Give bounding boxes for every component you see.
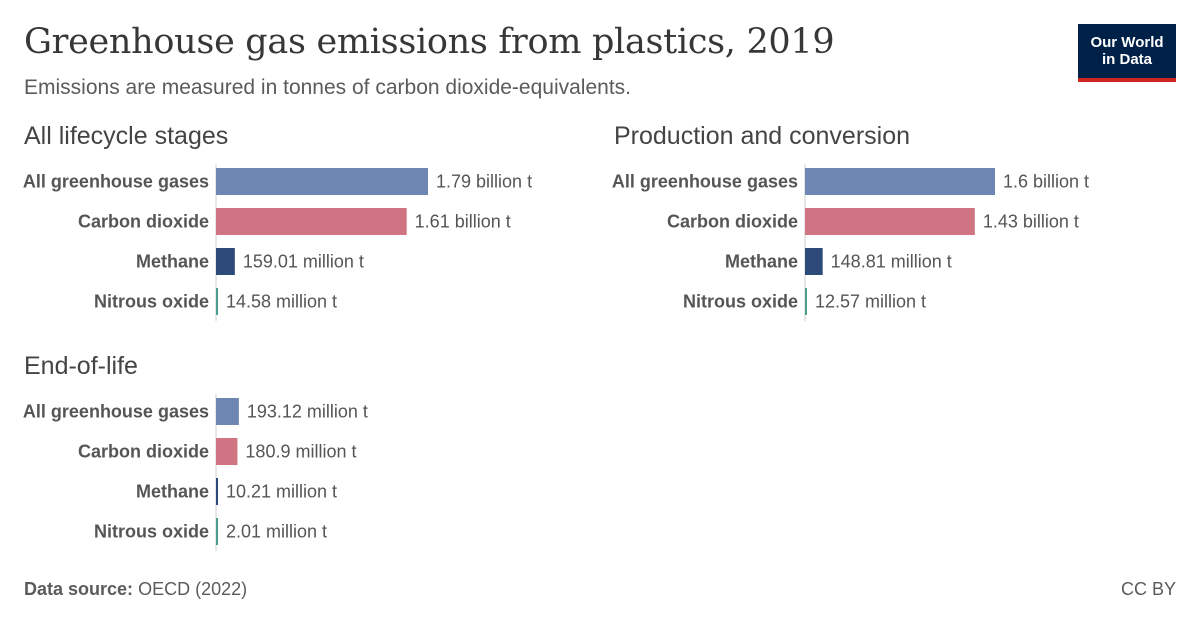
value-label-nitrous-oxide: 12.57 million t [815, 292, 926, 312]
category-label-carbon-dioxide: Carbon dioxide [667, 212, 798, 232]
value-label-methane: 148.81 million t [831, 252, 952, 272]
bar-carbon-dioxide[interactable] [805, 208, 975, 235]
bar-methane[interactable] [216, 478, 218, 505]
category-label-all-greenhouse-gases: All greenhouse gases [23, 172, 209, 192]
value-label-carbon-dioxide: 1.43 billion t [983, 212, 1079, 232]
category-label-nitrous-oxide: Nitrous oxide [683, 292, 798, 312]
chart-subtitle: Emissions are measured in tonnes of carb… [24, 76, 632, 99]
chart-production: All greenhouse gases 1.6 billion t Carbon … [612, 164, 1089, 321]
data-source-value[interactable]: OECD (2022) [138, 579, 248, 599]
value-label-carbon-dioxide: 180.9 million t [245, 442, 356, 462]
value-label-all-greenhouse-gases: 193.12 million t [247, 402, 368, 422]
panel-title-end-of-life: End-of-life [24, 352, 138, 380]
category-label-all-greenhouse-gases: All greenhouse gases [612, 172, 798, 192]
value-label-nitrous-oxide: 14.58 million t [226, 292, 337, 312]
panel-title-production: Production and conversion [614, 122, 911, 150]
bar-all-greenhouse-gases[interactable] [805, 168, 995, 195]
bar-carbon-dioxide[interactable] [216, 438, 238, 465]
category-label-carbon-dioxide: Carbon dioxide [78, 442, 209, 462]
chart-all-lifecycle: All greenhouse gases 1.79 billion t Carbon… [23, 164, 532, 321]
category-label-nitrous-oxide: Nitrous oxide [94, 292, 209, 312]
bar-carbon-dioxide[interactable] [216, 208, 407, 235]
chart-end-of-life: All greenhouse gases 193.12 million t Carb… [23, 394, 368, 551]
bar-nitrous-oxide[interactable] [805, 288, 807, 315]
value-label-carbon-dioxide: 1.61 billion t [415, 212, 511, 232]
value-label-nitrous-oxide: 2.01 million t [226, 522, 327, 542]
category-label-all-greenhouse-gases: All greenhouse gases [23, 402, 209, 422]
bar-all-greenhouse-gases[interactable] [216, 168, 428, 195]
bar-nitrous-oxide[interactable] [216, 518, 218, 545]
bar-methane[interactable] [805, 248, 823, 275]
license-link[interactable]: CC BY [1120, 579, 1176, 599]
value-label-all-greenhouse-gases: 1.6 billion t [1003, 172, 1089, 192]
category-label-methane: Methane [136, 252, 209, 272]
owid-logo[interactable]: Our World in Data [1078, 24, 1176, 82]
data-source-label: Data source: [24, 579, 134, 599]
category-label-methane: Methane [725, 252, 798, 272]
value-label-all-greenhouse-gases: 1.79 billion t [436, 172, 532, 192]
logo-line-1: Our World [1090, 34, 1164, 51]
bar-all-greenhouse-gases[interactable] [216, 398, 239, 425]
bar-methane[interactable] [216, 248, 235, 275]
category-label-methane: Methane [136, 482, 209, 502]
panel-title-all-lifecycle: All lifecycle stages [24, 122, 229, 150]
category-label-carbon-dioxide: Carbon dioxide [78, 212, 209, 232]
chart-title: Greenhouse gas emissions from plastics, … [24, 22, 835, 62]
logo-line-2: in Data [1101, 51, 1152, 68]
value-label-methane: 10.21 million t [226, 482, 337, 502]
value-label-methane: 159.01 million t [243, 252, 364, 272]
data-source: Data source: OECD (2022) [24, 579, 247, 600]
bar-nitrous-oxide[interactable] [216, 288, 218, 315]
category-label-nitrous-oxide: Nitrous oxide [94, 522, 209, 542]
